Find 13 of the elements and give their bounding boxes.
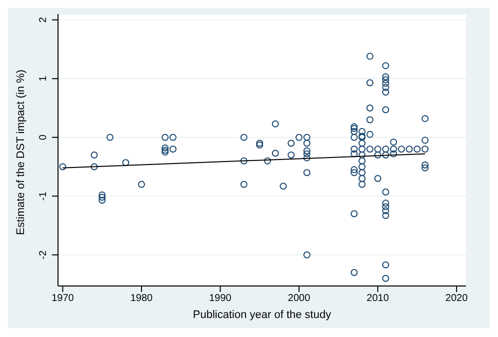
x-tick-label: 2010 bbox=[366, 293, 390, 304]
y-tick-label: 1 bbox=[38, 75, 49, 82]
x-axis-title: Publication year of the study bbox=[192, 309, 332, 321]
x-tick-label: 1980 bbox=[130, 293, 154, 304]
y-tick-label: 2 bbox=[38, 16, 49, 23]
y-axis-title: Estimate of the DST impact (in %) bbox=[14, 70, 27, 235]
x-tick-label: 1990 bbox=[209, 293, 232, 304]
x-tick-label: 2000 bbox=[288, 293, 311, 304]
y-tick-label: -1 bbox=[38, 191, 49, 201]
y-tick-label: -2 bbox=[38, 250, 49, 260]
y-tick-label: 0 bbox=[38, 134, 49, 140]
x-tick-label: 1970 bbox=[52, 293, 74, 304]
x-tick-label: 2020 bbox=[445, 293, 468, 304]
